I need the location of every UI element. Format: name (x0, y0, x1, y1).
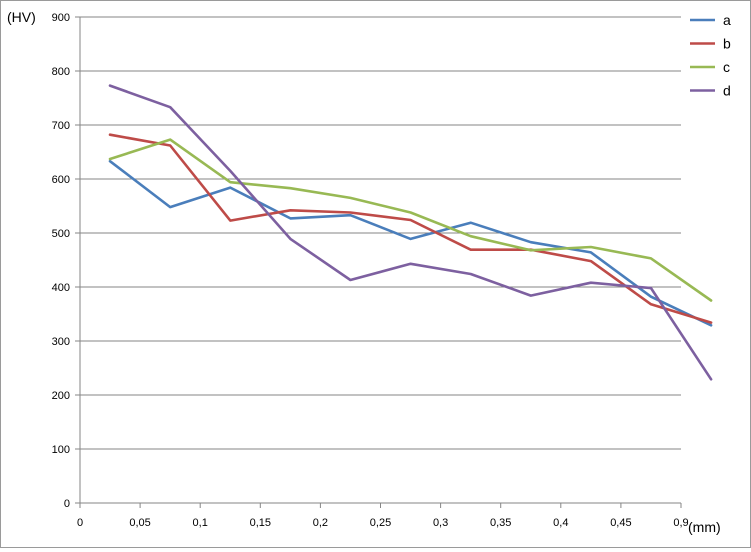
y-tick-label: 600 (52, 174, 70, 186)
x-tick-label: 0,4 (553, 517, 568, 529)
series-lines (108, 84, 713, 381)
y-tick-label: 400 (52, 282, 70, 294)
y-tick-label: 800 (52, 66, 70, 78)
x-tick-label: 0,2 (313, 517, 328, 529)
legend-label-b: b (723, 36, 731, 52)
series-line-d (108, 84, 713, 381)
x-tick-label: 0 (77, 517, 83, 529)
x-tick-label: 0,05 (129, 517, 150, 529)
x-axis-unit-label: (mm) (688, 519, 721, 535)
y-tick-label: 700 (52, 120, 70, 132)
y-tick-label: 500 (52, 228, 70, 240)
axes: 0 100 200 300 400 500 600 700 800 900 0 0,05 0,1 0,15… (52, 12, 689, 529)
y-tick-label: 100 (52, 444, 70, 456)
legend-label-c: c (723, 59, 730, 75)
x-tick-label: 0,25 (370, 517, 391, 529)
x-tick-label: 0,15 (250, 517, 271, 529)
x-tick-label: 0,45 (610, 517, 631, 529)
y-tick-label: 300 (52, 336, 70, 348)
x-tick-label: 0,9 (673, 517, 688, 529)
legend-label-d: d (723, 83, 731, 99)
y-tick-label: 200 (52, 390, 70, 402)
y-tick-label: 900 (52, 12, 70, 24)
series-line-a (108, 159, 713, 327)
series-line-c (108, 138, 713, 302)
x-tick-label: 0,35 (490, 517, 511, 529)
legend-label-a: a (723, 12, 731, 28)
x-tick-label: 0,1 (193, 517, 208, 529)
gridlines (80, 16, 681, 450)
y-axis-unit-label: (HV) (7, 9, 36, 25)
series-line-b (108, 133, 713, 324)
y-tick-label: 0 (64, 498, 70, 510)
x-tick-label: 0,3 (433, 517, 448, 529)
